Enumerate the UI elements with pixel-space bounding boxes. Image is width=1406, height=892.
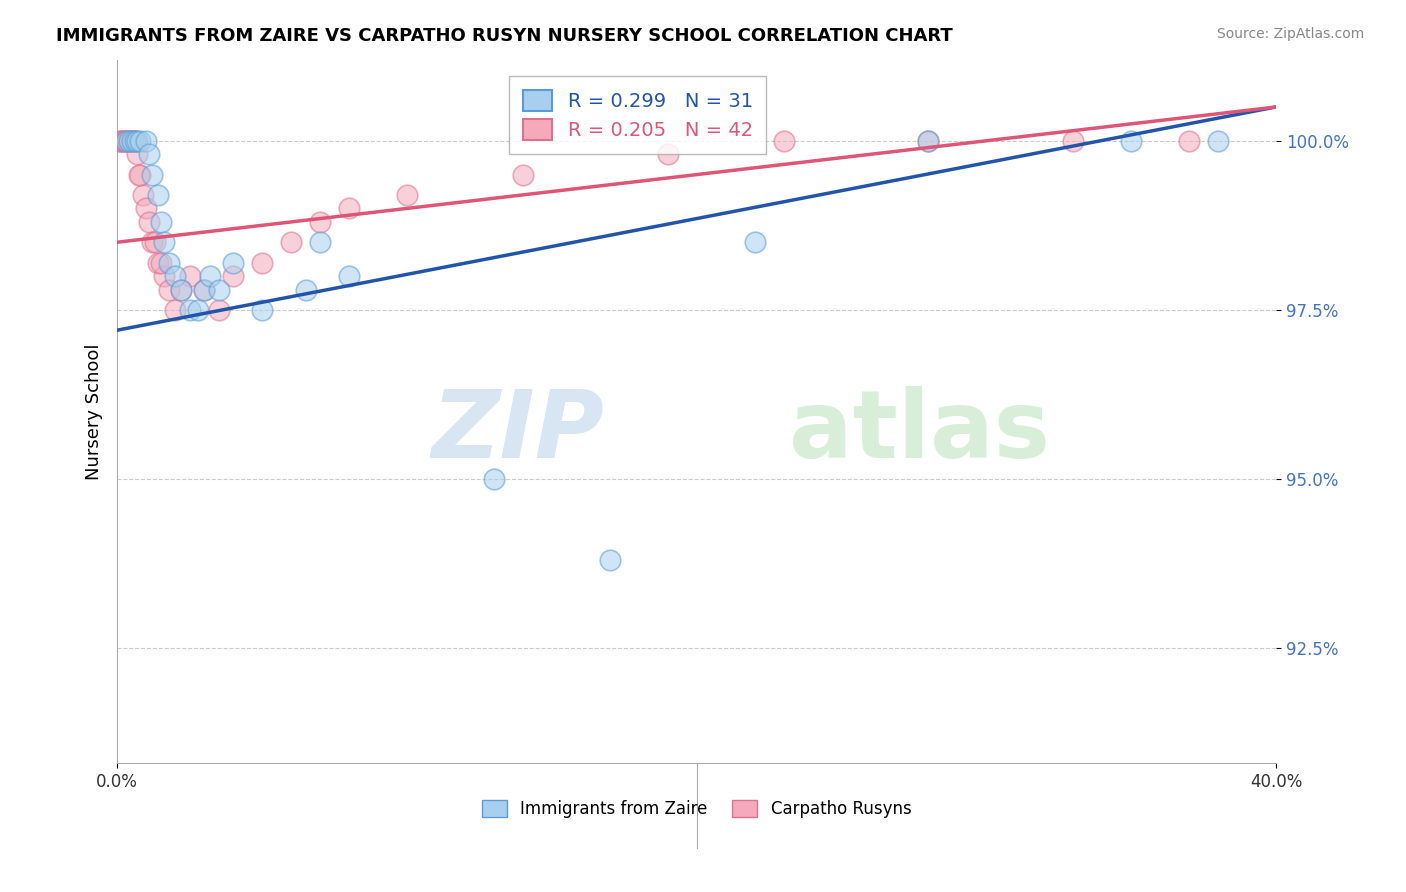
Point bbox=[337, 202, 360, 216]
Point bbox=[124, 134, 146, 148]
Point bbox=[152, 268, 174, 283]
Point bbox=[512, 168, 534, 182]
Point bbox=[1062, 134, 1084, 148]
Point bbox=[149, 255, 172, 269]
Point bbox=[125, 134, 148, 148]
Point bbox=[165, 302, 187, 317]
Point bbox=[118, 134, 141, 148]
Point bbox=[482, 472, 505, 486]
Point bbox=[110, 134, 132, 148]
Point bbox=[193, 283, 215, 297]
Point bbox=[599, 553, 621, 567]
Point bbox=[121, 134, 143, 148]
Point bbox=[187, 302, 209, 317]
Point bbox=[207, 283, 229, 297]
Point bbox=[337, 268, 360, 283]
Point bbox=[138, 215, 160, 229]
Point bbox=[129, 134, 152, 148]
Point bbox=[107, 134, 129, 148]
Point bbox=[1121, 134, 1143, 148]
Point bbox=[250, 255, 273, 269]
Point bbox=[222, 268, 245, 283]
Point bbox=[118, 134, 141, 148]
Point bbox=[149, 215, 172, 229]
Text: IMMIGRANTS FROM ZAIRE VS CARPATHO RUSYN NURSERY SCHOOL CORRELATION CHART: IMMIGRANTS FROM ZAIRE VS CARPATHO RUSYN … bbox=[56, 27, 953, 45]
Legend: Immigrants from Zaire, Carpatho Rusyns: Immigrants from Zaire, Carpatho Rusyns bbox=[475, 794, 918, 825]
Point bbox=[157, 255, 180, 269]
Text: Source: ZipAtlas.com: Source: ZipAtlas.com bbox=[1216, 27, 1364, 41]
Point bbox=[129, 168, 152, 182]
Point bbox=[146, 187, 169, 202]
Point bbox=[222, 255, 245, 269]
Point bbox=[120, 134, 142, 148]
Text: ZIP: ZIP bbox=[432, 386, 605, 478]
Point bbox=[132, 187, 155, 202]
Point bbox=[917, 134, 939, 148]
Point bbox=[198, 268, 221, 283]
Point bbox=[280, 235, 302, 250]
Point bbox=[138, 147, 160, 161]
Point bbox=[179, 302, 201, 317]
Point bbox=[309, 215, 332, 229]
Point bbox=[152, 235, 174, 250]
Point bbox=[250, 302, 273, 317]
Point bbox=[1206, 134, 1229, 148]
Point bbox=[146, 255, 169, 269]
Point bbox=[122, 134, 145, 148]
Point bbox=[111, 134, 134, 148]
Point bbox=[179, 268, 201, 283]
Text: atlas: atlas bbox=[789, 386, 1050, 478]
Point bbox=[124, 134, 146, 148]
Point bbox=[135, 134, 157, 148]
Point bbox=[309, 235, 332, 250]
Point bbox=[294, 283, 316, 297]
Point bbox=[917, 134, 939, 148]
Point bbox=[127, 134, 149, 148]
Point bbox=[117, 134, 139, 148]
Point bbox=[1178, 134, 1201, 148]
Point bbox=[207, 302, 229, 317]
Point bbox=[135, 202, 157, 216]
Point bbox=[193, 283, 215, 297]
Point bbox=[657, 147, 679, 161]
Point bbox=[141, 168, 163, 182]
Point bbox=[128, 168, 150, 182]
Point bbox=[165, 268, 187, 283]
Point bbox=[114, 134, 136, 148]
Point bbox=[772, 134, 794, 148]
Point bbox=[115, 134, 138, 148]
Point bbox=[108, 134, 131, 148]
Point bbox=[141, 235, 163, 250]
Point bbox=[170, 283, 193, 297]
Y-axis label: Nursery School: Nursery School bbox=[86, 343, 103, 480]
Point bbox=[143, 235, 166, 250]
Point bbox=[170, 283, 193, 297]
Point bbox=[744, 235, 766, 250]
Point bbox=[157, 283, 180, 297]
Point bbox=[121, 134, 143, 148]
Point bbox=[115, 134, 138, 148]
Point bbox=[395, 187, 418, 202]
Point bbox=[127, 147, 149, 161]
